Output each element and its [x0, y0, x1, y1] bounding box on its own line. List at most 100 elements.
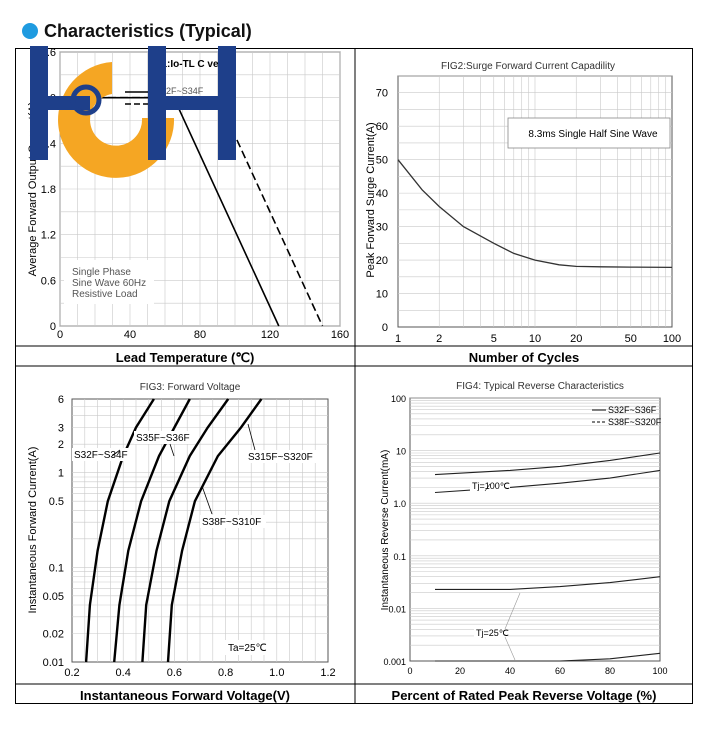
fig3-y-tick: 0.02	[43, 629, 64, 641]
fig3-x-tick: 0.8	[218, 667, 233, 679]
fig4-leader-line	[504, 636, 516, 661]
fig4-y-tick: 0.01	[388, 604, 406, 614]
fig4-x-tick: 80	[605, 666, 615, 676]
fig2-x-tick: 5	[491, 333, 497, 345]
charts-frame	[15, 48, 693, 704]
fig3-series-label-bg	[200, 515, 266, 528]
fig1-x-tick: 40	[124, 329, 136, 341]
fig4-legend-label: S32F~S36F	[608, 405, 657, 415]
watermark-logo	[30, 46, 236, 178]
fig4-note-bg	[474, 627, 508, 639]
fig2-caption: Number of Cycles	[468, 350, 580, 365]
fig2-x-tick: 100	[663, 333, 681, 345]
fig3-x-tick: 0.4	[116, 667, 131, 679]
fig1-y-tick: 1.2	[41, 230, 56, 242]
bullet-dot-icon	[22, 23, 38, 39]
fig2-y-label: Peak Forward Surge Current(A)	[365, 122, 377, 277]
fig2-y-tick: 50	[376, 155, 388, 167]
fig4-note: Tj=25℃	[476, 628, 509, 638]
fig3-leader-line	[111, 449, 121, 457]
fig2-x-tick: 2	[436, 333, 442, 345]
fig3-y-tick: 1	[58, 468, 64, 480]
fig2-y-tick: 0	[382, 322, 388, 334]
fig3-y-tick: 0.5	[49, 496, 64, 508]
fig3-series-line	[113, 398, 191, 663]
fig2-x-tick: 1	[395, 333, 401, 345]
fig3-series-line	[166, 398, 263, 663]
fig3-series-label-bg	[72, 448, 132, 461]
fig3-series-label-bg	[134, 431, 194, 444]
watermark-bar	[166, 96, 218, 110]
watermark-arc	[58, 62, 175, 178]
fig1-note-bg	[64, 260, 154, 304]
fig3-title: FIG3: Forward Voltage	[140, 382, 241, 393]
fig3-x-tick: 1.2	[320, 667, 335, 679]
fig4-y-tick: 0.001	[383, 657, 406, 667]
fig4-y-label: Instantaneous Reverse Current(mA)	[380, 450, 391, 611]
section-header: Characteristics (Typical)	[22, 18, 252, 44]
fig3-leader-line	[169, 443, 175, 457]
fig4-x-tick: 20	[455, 666, 465, 676]
fig3-series-label: S32F~S34F	[74, 450, 128, 461]
fig3-leader-line	[201, 485, 213, 515]
fig4-x-tick: 100	[652, 666, 667, 676]
fig3-series-line	[141, 398, 230, 663]
fig4-series-line	[435, 576, 661, 590]
fig3-series-label-bg	[246, 450, 319, 463]
fig3-leader-line	[247, 423, 256, 451]
fig1-note-line: Sine Wave 60Hz	[72, 278, 146, 289]
fig3-y-label: Instantaneous Forward Current(A)	[27, 447, 39, 614]
fig1-x-tick: 120	[261, 329, 279, 341]
watermark-ring	[70, 84, 102, 116]
fig3-series-line	[84, 398, 155, 663]
fig1-y-tick: 0.6	[41, 275, 56, 287]
fig4-legend-label: S38F~S320F	[608, 417, 662, 427]
fig3-y-tick: 0.05	[43, 591, 64, 603]
fig3-note-bg	[224, 640, 274, 655]
fig1-note-line: Single Phase	[72, 267, 131, 278]
fig4-leader-line	[484, 483, 491, 492]
fig4-plot-area	[409, 397, 661, 662]
fig3-note: Ta=25℃	[228, 643, 267, 654]
fig2-note-box	[507, 117, 671, 149]
fig2-series-line	[397, 159, 673, 269]
fig1-y-tick: 0	[50, 321, 56, 333]
section-title: Characteristics (Typical)	[44, 20, 252, 41]
fig4-y-tick: 10	[396, 447, 406, 457]
fig4-y-tick: 100	[391, 394, 406, 404]
fig4-series-line	[434, 452, 661, 476]
fig1-caption: Lead Temperature (℃)	[115, 350, 255, 365]
fig2-title: FIG2:Surge Forward Current Capadility	[441, 61, 615, 72]
fig1-x-tick: 0	[57, 329, 63, 341]
fig2-x-tick: 50	[625, 333, 637, 345]
fig4-y-tick: 1.0	[393, 499, 406, 509]
fig2-note: 8.3ms Single Half Sine Wave	[528, 129, 658, 140]
fig3-y-tick: 0.01	[43, 657, 64, 669]
fig2-y-tick: 40	[376, 188, 388, 200]
fig4-note-bg	[470, 479, 510, 491]
fig4-caption: Percent of Rated Peak Reverse Voltage (%…	[391, 688, 657, 703]
watermark-bar	[30, 96, 90, 110]
fig4-title: FIG4: Typical Reverse Characteristics	[456, 381, 624, 392]
fig3-series-label: S35F~S36F	[136, 433, 190, 444]
fig1-x-tick: 160	[331, 329, 349, 341]
fig2-x-tick: 10	[529, 333, 541, 345]
fig1-x-tick: 80	[194, 329, 206, 341]
fig4-series-line	[435, 652, 661, 662]
fig2-y-tick: 70	[376, 88, 388, 100]
fig2-y-tick: 30	[376, 222, 388, 234]
fig3-x-tick: 0.6	[167, 667, 182, 679]
fig3-x-tick: 1.0	[269, 667, 284, 679]
fig4-x-tick: 0	[407, 666, 412, 676]
fig2-y-tick: 60	[376, 121, 388, 133]
fig4-leader-line	[504, 592, 521, 630]
fig1-note-line: Resistive Load	[72, 289, 138, 300]
fig4-x-tick: 60	[555, 666, 565, 676]
fig3-caption: Instantaneous Forward Voltage(V)	[80, 688, 290, 703]
fig4-note: Tj=100℃	[472, 481, 510, 491]
fig3-series-label: S38F~S310F	[202, 517, 261, 528]
fig4-x-tick: 40	[505, 666, 515, 676]
watermark-bar	[218, 46, 236, 160]
fig3-y-tick: 0.1	[49, 562, 64, 574]
